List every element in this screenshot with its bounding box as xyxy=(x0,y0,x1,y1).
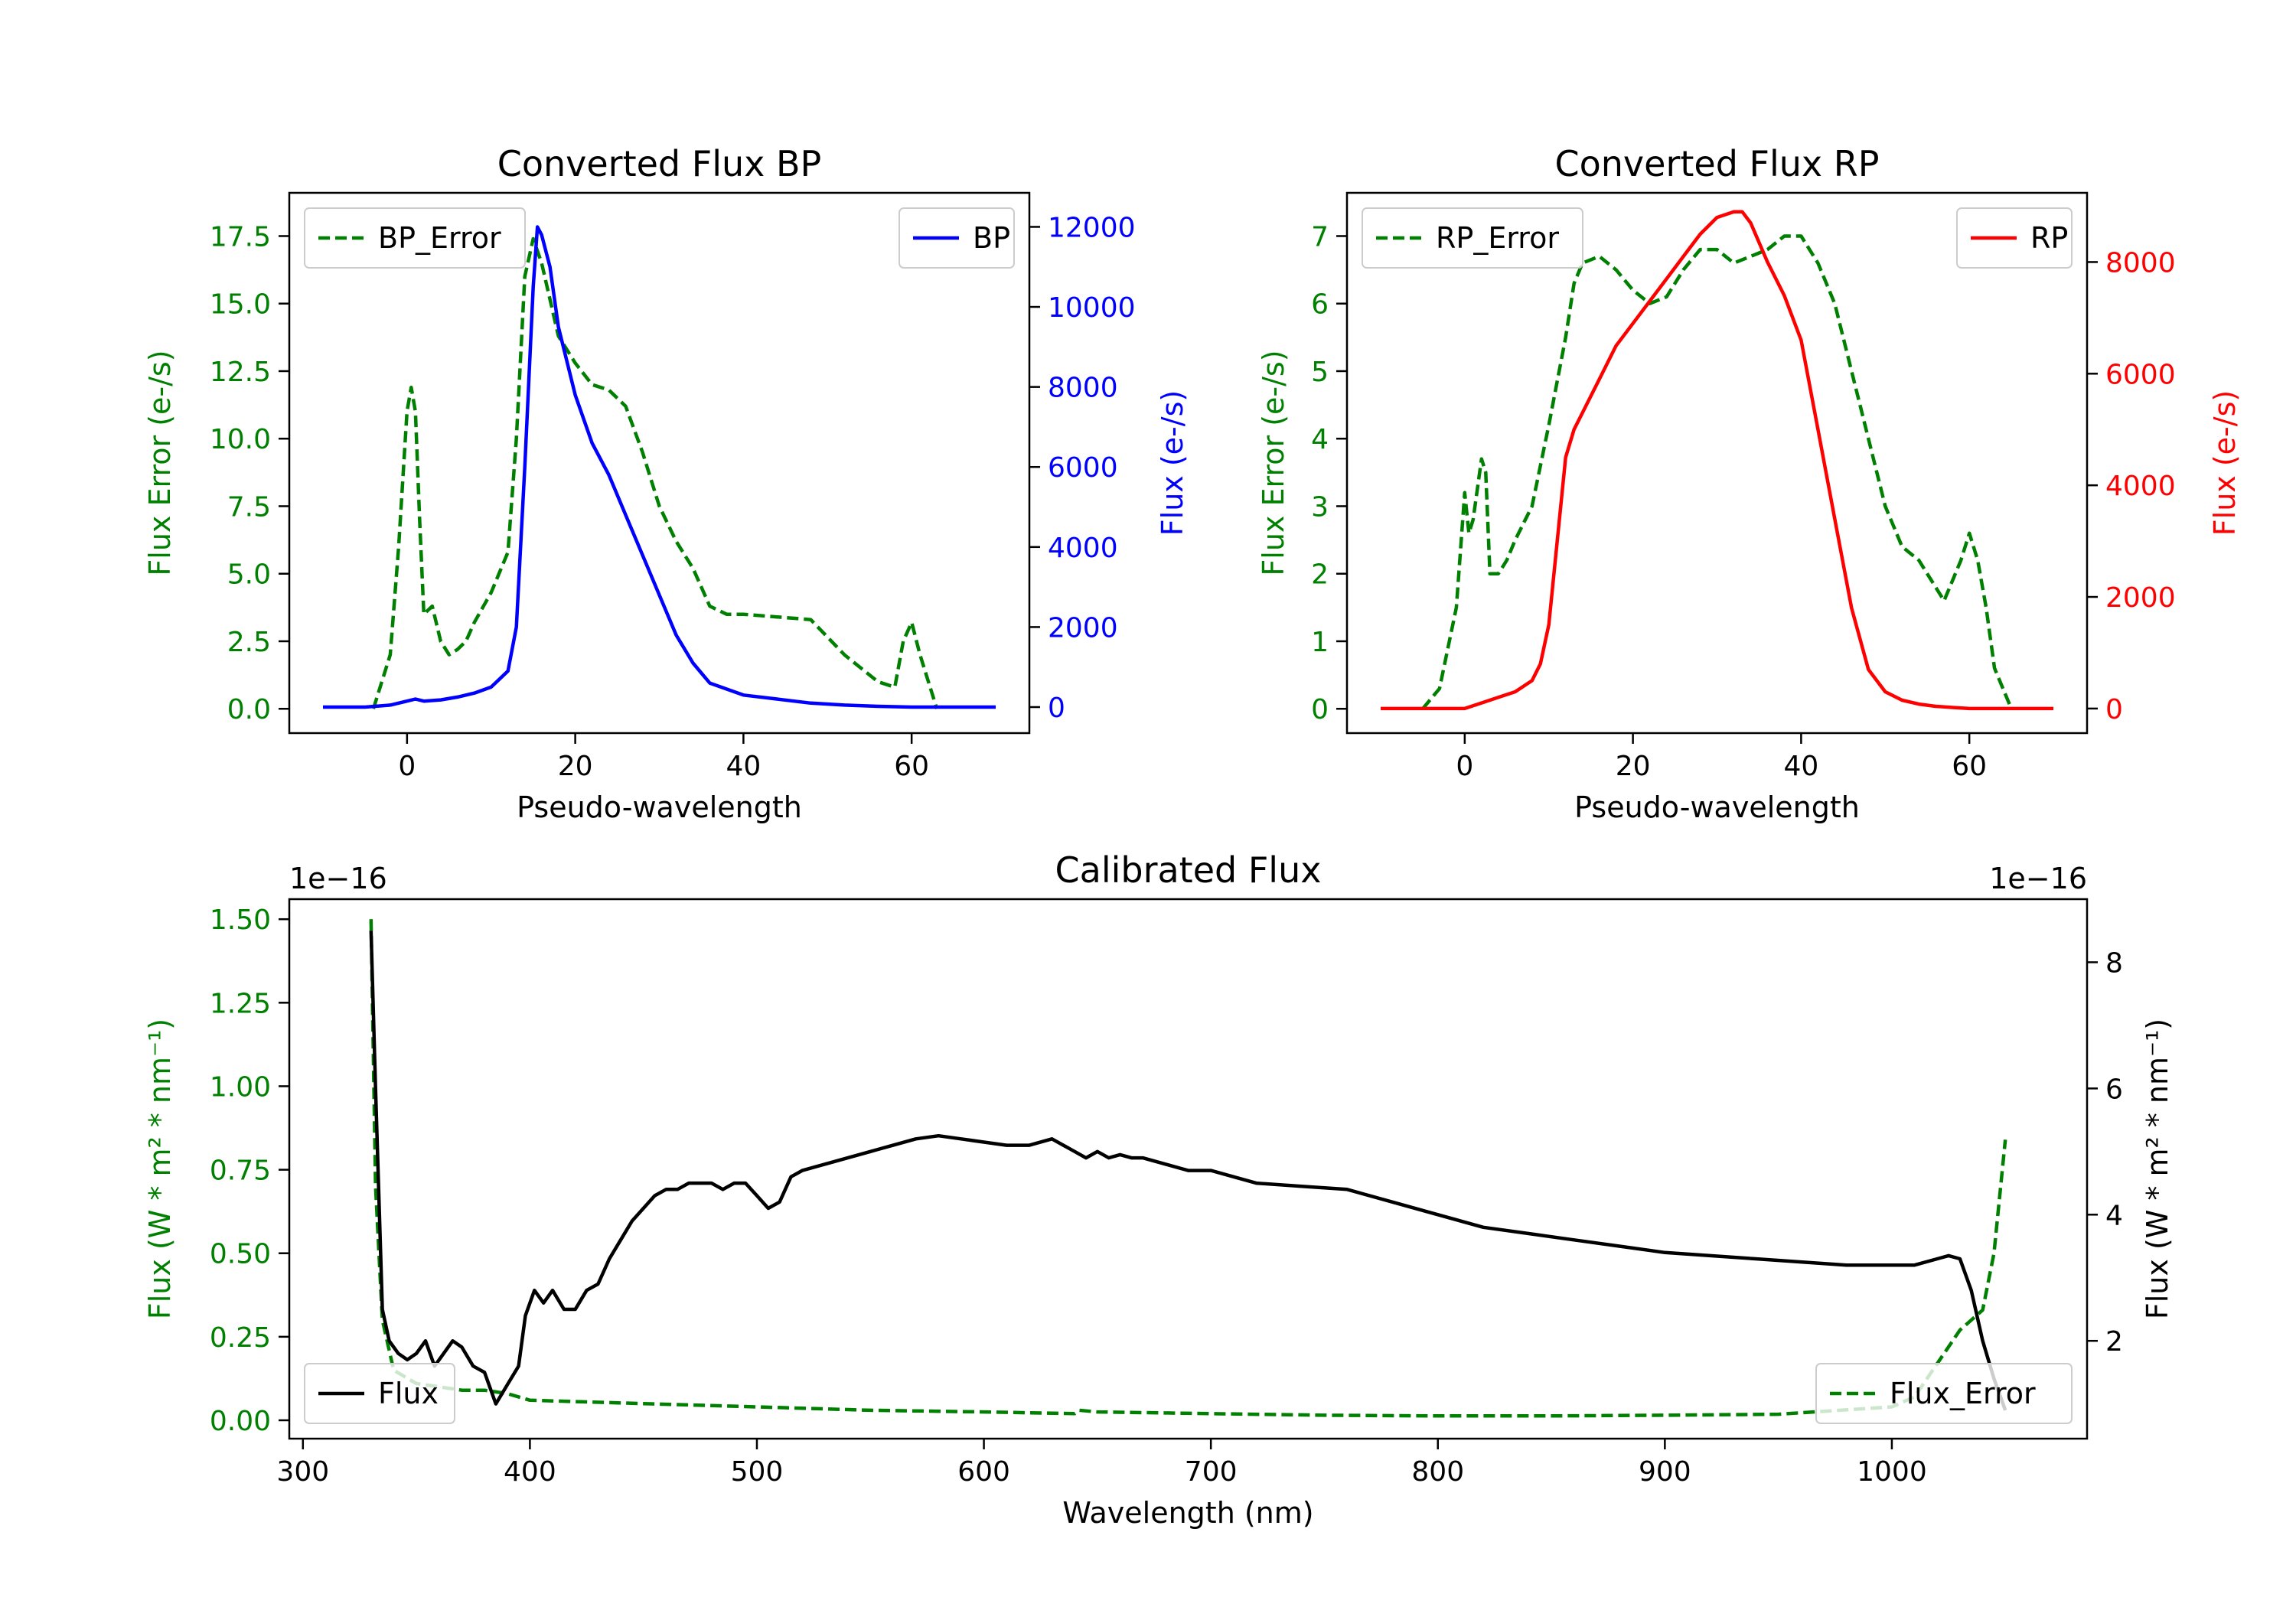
plot-frame xyxy=(1345,191,2089,735)
chart-title: Converted Flux BP xyxy=(497,143,822,184)
y-left-tick-label: 17.5 xyxy=(210,221,271,253)
series-line-rp-error xyxy=(1421,234,2014,710)
chart-converted-flux-bp: Converted Flux BP 0 20 40 60 0.0 2.5 5.0 7.5 10.0… xyxy=(143,143,1189,824)
y-right-tick-label: 4000 xyxy=(2105,471,2176,502)
y-left-tick-label: 15.0 xyxy=(210,289,271,321)
y-left-tick-label: 5.0 xyxy=(227,559,271,591)
x-axis-label: Pseudo-wavelength xyxy=(517,790,802,824)
x-tick-label: 800 xyxy=(1411,1456,1464,1488)
y-right-axis-label: Flux (e-/s) xyxy=(1156,390,1189,536)
legend-label: BP_Error xyxy=(378,221,501,255)
legend-label: BP xyxy=(973,221,1010,255)
x-tick-label: 500 xyxy=(731,1456,784,1488)
y-left-tick-label: 1.50 xyxy=(210,905,271,936)
x-tick-label: 60 xyxy=(894,751,929,782)
y-right-tick-label: 4 xyxy=(2105,1200,2123,1231)
y-left-tick-label: 6 xyxy=(1311,289,1329,321)
y-left-tick-label: 0.00 xyxy=(210,1406,271,1437)
y-left-tick-label: 3 xyxy=(1311,491,1329,523)
y-left-tick-label: 5 xyxy=(1311,357,1329,388)
y-right-tick-label: 6 xyxy=(2105,1074,2123,1105)
chart-title: Converted Flux RP xyxy=(1555,143,1880,184)
y-right-tick-label: 8000 xyxy=(2105,247,2176,279)
x-tick-label: 600 xyxy=(957,1456,1010,1488)
y-left-tick-label: 4 xyxy=(1311,424,1329,455)
y-left-tick-label: 12.5 xyxy=(210,357,271,388)
y-left-tick-label: 7.5 xyxy=(227,491,271,523)
y-right-tick-label: 6000 xyxy=(2105,359,2176,390)
y-right-tick-label: 2000 xyxy=(1048,612,1118,644)
chart-title: Calibrated Flux xyxy=(1055,849,1322,891)
plot-frame xyxy=(288,191,1031,735)
y-left-tick-label: 1.25 xyxy=(210,988,271,1019)
series-line-flux xyxy=(369,931,2007,1411)
y-left-tick-label: 7 xyxy=(1311,221,1329,253)
y-right-tick-label: 4000 xyxy=(1048,533,1118,564)
y-right-tick-label: 8 xyxy=(2105,947,2123,979)
x-tick-label: 20 xyxy=(1616,751,1651,782)
y-right-tick-label: 0 xyxy=(2105,694,2123,725)
legend-bp-error: BP_Error xyxy=(304,207,526,269)
y-left-tick-label: 10.0 xyxy=(210,424,271,455)
x-tick-label: 700 xyxy=(1185,1456,1238,1488)
y-left-tick-label: 1 xyxy=(1311,627,1329,658)
y-left-offset-label: 1e−16 xyxy=(289,862,387,895)
legend-box xyxy=(304,207,526,269)
x-tick-label: 900 xyxy=(1639,1456,1691,1488)
legend-box xyxy=(1815,1363,2073,1424)
y-right-tick-label: 0 xyxy=(1048,693,1065,724)
x-axis-label: Pseudo-wavelength xyxy=(1574,790,1860,824)
legend-flux-error: Flux_Error xyxy=(1815,1363,2073,1424)
x-tick-label: 40 xyxy=(726,751,761,782)
x-tick-label: 400 xyxy=(504,1456,556,1488)
x-tick-label: 1000 xyxy=(1857,1456,1927,1488)
y-left-tick-label: 2 xyxy=(1311,559,1329,591)
y-left-tick-label: 0 xyxy=(1311,694,1329,725)
legend-box xyxy=(304,1363,455,1424)
y-left-axis-label: Flux Error (e-/s) xyxy=(143,350,177,575)
series-line-bp xyxy=(323,225,996,709)
x-tick-label: 0 xyxy=(1456,751,1473,782)
y-right-offset-label: 1e−16 xyxy=(1989,862,2087,895)
y-left-axis-label: Flux Error (e-/s) xyxy=(1257,350,1290,575)
legend-rp-error: RP_Error xyxy=(1362,207,1583,269)
x-tick-label: 0 xyxy=(398,751,416,782)
series-line-rp xyxy=(1381,210,2053,711)
legend-box xyxy=(1362,207,1583,269)
y-right-tick-label: 2 xyxy=(2105,1326,2123,1358)
legend-label: RP_Error xyxy=(1436,221,1559,255)
y-left-tick-label: 2.5 xyxy=(227,627,271,658)
legend-label: Flux xyxy=(378,1377,439,1410)
y-right-tick-label: 10000 xyxy=(1048,292,1136,324)
y-left-tick-label: 0.75 xyxy=(210,1156,271,1187)
y-left-tick-label: 0.50 xyxy=(210,1239,271,1270)
y-right-tick-label: 6000 xyxy=(1048,452,1118,484)
x-tick-label: 60 xyxy=(1952,751,1987,782)
x-tick-label: 20 xyxy=(558,751,593,782)
y-left-tick-label: 0.25 xyxy=(210,1322,271,1354)
legend-flux: Flux xyxy=(304,1363,455,1424)
legend-rp: RP xyxy=(1956,207,2073,269)
y-right-tick-label: 2000 xyxy=(2105,582,2176,614)
y-right-tick-label: 8000 xyxy=(1048,373,1118,404)
y-left-tick-label: 1.00 xyxy=(210,1071,271,1103)
x-axis-label: Wavelength (nm) xyxy=(1062,1496,1313,1530)
y-right-axis-label: Flux (e-/s) xyxy=(2208,390,2242,536)
y-right-tick-label: 12000 xyxy=(1048,212,1136,243)
x-tick-label: 40 xyxy=(1783,751,1818,782)
x-tick-label: 300 xyxy=(276,1456,329,1488)
legend-label: Flux_Error xyxy=(1890,1377,2036,1410)
y-left-tick-label: 0.0 xyxy=(227,694,271,725)
chart-converted-flux-rp: Converted Flux RP 0 20 40 60 0 1 2 3 4 5 6 7 0 2000 400… xyxy=(1257,143,2242,824)
y-left-axis-label: Flux (W * m² * nm⁻¹) xyxy=(143,1019,177,1319)
series-line-bp-error xyxy=(371,236,939,709)
chart-calibrated-flux: Calibrated Flux 300 400 500 600 700 800 900 1000… xyxy=(143,849,2174,1530)
y-right-axis-label: Flux (W * m² * nm⁻¹) xyxy=(2141,1019,2174,1319)
legend-label: RP xyxy=(2030,221,2068,255)
legend-bp: BP xyxy=(899,207,1015,269)
